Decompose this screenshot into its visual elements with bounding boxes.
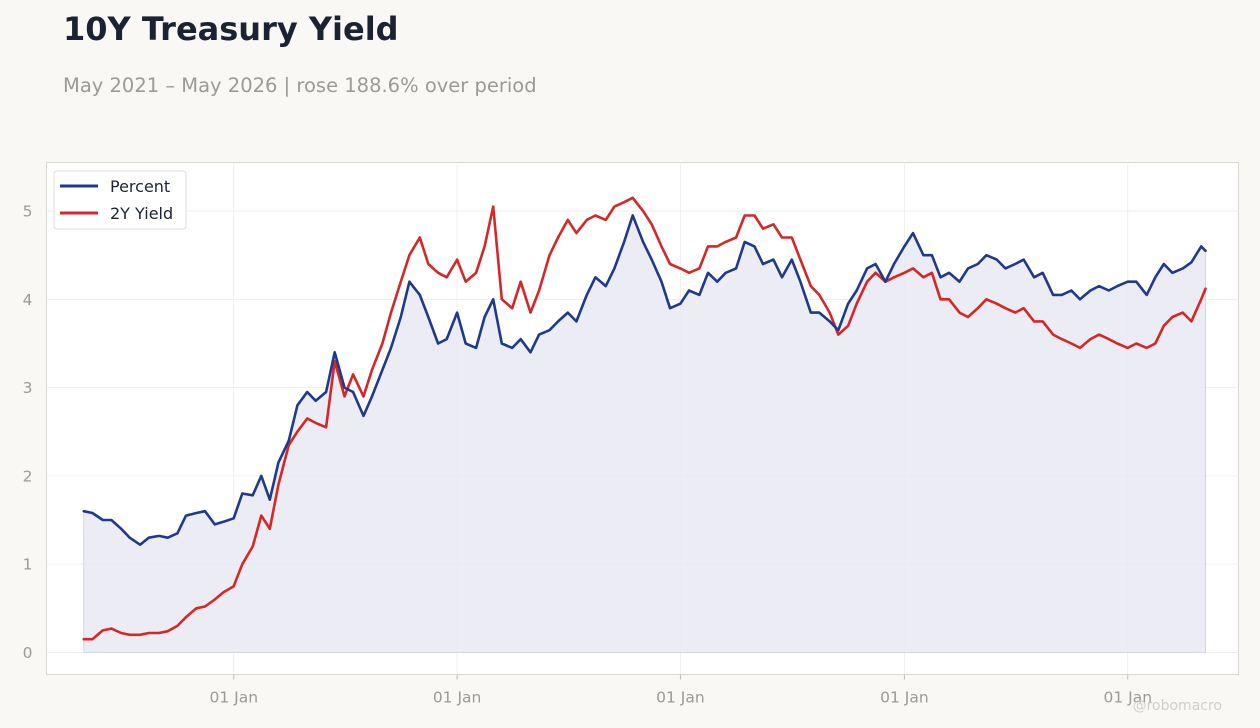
y-tick-label: 5	[23, 203, 33, 221]
x-tick-label: 01 Jan	[656, 689, 705, 707]
x-tick-label: 01 Jan	[880, 689, 929, 707]
series-line-percent	[82, 214, 1207, 546]
chart-subtitle: May 2021 – May 2026 | rose 188.6% over p…	[63, 74, 537, 97]
watermark: @robomacro	[1133, 698, 1222, 714]
x-tick-label: 01 Jan	[209, 689, 258, 707]
series-line-2y-yield	[82, 196, 1207, 641]
y-tick-label: 4	[23, 291, 33, 309]
legend-label-2y-yield: 2Y Yield	[110, 204, 173, 223]
y-tick-label: 0	[23, 644, 33, 662]
x-tick-label: 01 Jan	[1103, 689, 1152, 707]
chart-title: 10Y Treasury Yield	[63, 10, 399, 48]
y-tick-label: 1	[23, 556, 33, 574]
x-tick-label: 01 Jan	[433, 689, 482, 707]
y-tick-label: 3	[23, 379, 33, 397]
legend: Percent 2Y Yield	[53, 170, 187, 230]
legend-label-percent: Percent	[110, 177, 170, 196]
y-tick-label: 2	[23, 467, 33, 485]
series-layer	[82, 196, 1207, 641]
axis-labels: 0 1 2 3 4 5 01 Jan 01 Jan 01 Jan 01 Jan 01 Jan	[23, 203, 1152, 707]
